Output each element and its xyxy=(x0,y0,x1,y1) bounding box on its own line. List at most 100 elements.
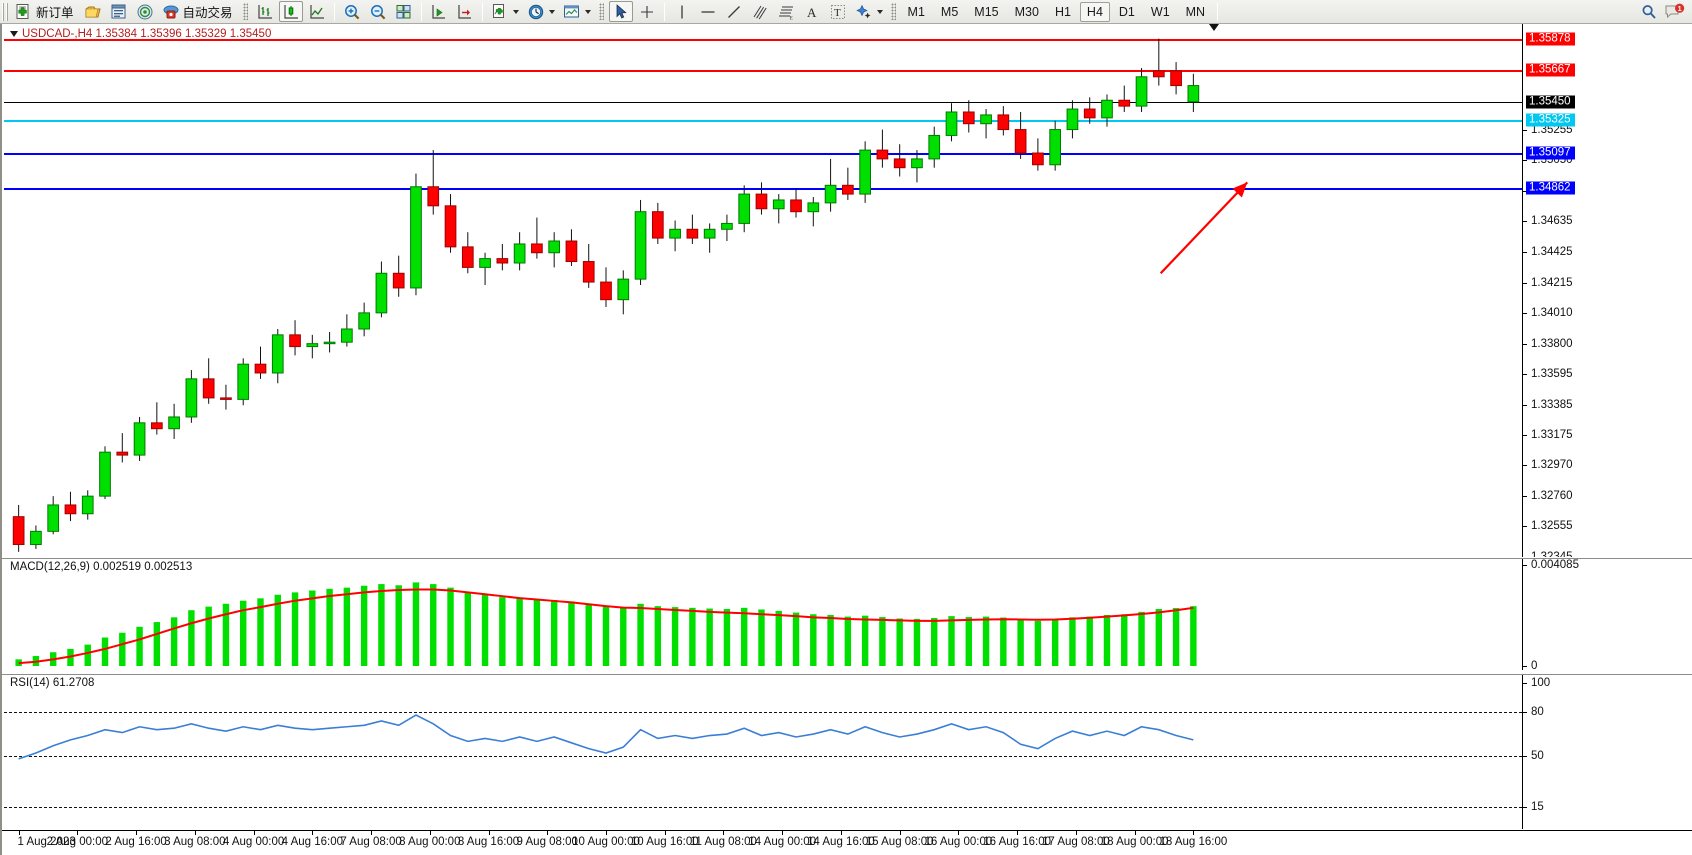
time-axis-label: 8 Aug 16:00 xyxy=(457,836,520,848)
rsi-pane[interactable]: RSI(14) 61.2708 100 80 50 15 xyxy=(2,674,1692,829)
toolbar-group-grip-2[interactable] xyxy=(598,3,604,20)
price-pane[interactable]: USDCAD-,H4 1.35384 1.35396 1.35329 1.354… xyxy=(2,24,1692,557)
auto-scroll-button[interactable] xyxy=(427,1,451,22)
toolbar-group-grip-3[interactable] xyxy=(890,3,896,20)
objects-button[interactable] xyxy=(852,1,886,22)
price-level-line[interactable] xyxy=(4,38,1522,41)
time-axis[interactable]: 1 Aug 2023 2 Aug 00:00 2 Aug 16:00 3 Aug 08… xyxy=(2,830,1692,855)
time-axis-label: 18 Aug 16:00 xyxy=(1159,836,1228,848)
symbol-info-text: USDCAD-,H4 1.35384 1.35396 1.35329 1.354… xyxy=(22,28,272,40)
chevron-down-icon[interactable] xyxy=(548,9,555,14)
price-level-line[interactable] xyxy=(4,187,1522,190)
cursor-button[interactable] xyxy=(608,1,633,22)
timeframe-m5[interactable]: M5 xyxy=(940,4,959,19)
chart-shift-button[interactable] xyxy=(453,1,477,22)
terminal-button[interactable] xyxy=(81,1,105,22)
time-axis-tick-mark xyxy=(782,831,784,835)
auto-trading-button[interactable]: 自动交易 xyxy=(159,1,238,22)
time-axis-tick-mark xyxy=(488,831,490,835)
text-label-button[interactable]: T xyxy=(826,1,850,22)
vertical-line-icon xyxy=(673,3,691,21)
timeframe-h1[interactable]: H1 xyxy=(1054,4,1071,19)
fibonacci-button[interactable]: E xyxy=(774,1,798,22)
templates-button[interactable] xyxy=(560,1,594,22)
candlestick-chart-button[interactable] xyxy=(278,1,303,22)
trendline-button[interactable] xyxy=(722,1,746,22)
tile-windows-button[interactable] xyxy=(392,1,416,22)
bullish-arrow[interactable] xyxy=(1159,181,1249,275)
price-level-line[interactable] xyxy=(4,153,1522,156)
svg-text:A: A xyxy=(807,5,817,20)
bar-chart-button[interactable] xyxy=(253,1,277,22)
candlestick-icon xyxy=(282,3,300,21)
time-axis-label: 4 Aug 16:00 xyxy=(281,836,344,848)
price-plot-area[interactable]: USDCAD-,H4 1.35384 1.35396 1.35329 1.354… xyxy=(4,24,1522,557)
zoom-out-button[interactable] xyxy=(366,1,390,22)
navigator-button[interactable] xyxy=(133,1,157,22)
vertical-line-button[interactable] xyxy=(670,1,694,22)
crosshair-button[interactable] xyxy=(635,1,659,22)
equidistant-channel-button[interactable] xyxy=(748,1,772,22)
price-level-label[interactable]: 1.35667 xyxy=(1526,63,1575,77)
time-axis-label: 16 Aug 16:00 xyxy=(983,836,1052,848)
timeframe-d1[interactable]: D1 xyxy=(1118,4,1135,19)
price-level-label[interactable]: 1.35097 xyxy=(1526,146,1575,160)
time-axis-tick-mark xyxy=(371,831,373,835)
price-level-line[interactable] xyxy=(4,120,1522,123)
chevron-down-icon[interactable] xyxy=(512,9,519,14)
time-axis-tick-mark xyxy=(899,831,901,835)
price-level-label[interactable]: 1.35878 xyxy=(1526,32,1575,46)
search-icon[interactable] xyxy=(1640,3,1658,21)
price-level-label[interactable]: 1.34862 xyxy=(1526,181,1575,195)
toolbar-separator-2 xyxy=(420,2,422,21)
toolbar-group-grip[interactable] xyxy=(242,3,248,20)
timeframe-w1[interactable]: W1 xyxy=(1150,4,1170,19)
chat-notification-icon[interactable]: 1 xyxy=(1664,3,1686,21)
chart-workspace[interactable]: USDCAD-,H4 1.35384 1.35396 1.35329 1.354… xyxy=(0,24,1692,855)
rsi-axis-tick: 50 xyxy=(1523,750,1544,762)
data-window-button[interactable] xyxy=(107,1,131,22)
line-chart-button[interactable] xyxy=(305,1,329,22)
line-chart-icon xyxy=(308,3,326,21)
collapse-triangle-icon[interactable] xyxy=(10,31,18,37)
timeframe-mn[interactable]: MN xyxy=(1185,4,1206,19)
price-axis[interactable]: 1.352551.350501.348401.346351.344251.342… xyxy=(1522,24,1692,557)
time-axis-label: 10 Aug 00:00 xyxy=(572,836,640,848)
price-level-line[interactable] xyxy=(4,69,1522,72)
price-level-label[interactable]: 1.35325 xyxy=(1526,113,1575,127)
indicators-button[interactable] xyxy=(488,1,522,22)
chevron-down-icon[interactable] xyxy=(584,9,591,14)
rsi-axis-tick: 80 xyxy=(1523,706,1544,718)
price-level-label[interactable]: 1.35450 xyxy=(1526,95,1575,109)
timeframe-m30[interactable]: M30 xyxy=(1014,4,1039,19)
chevron-down-icon[interactable] xyxy=(876,9,883,14)
navigator-icon xyxy=(136,3,154,21)
macd-pane[interactable]: MACD(12,26,9) 0.002519 0.002513 0.004085… xyxy=(2,558,1692,670)
timeframe-m1[interactable]: M1 xyxy=(907,4,925,19)
time-axis-tick-mark xyxy=(18,831,20,835)
timeframe-h4[interactable]: H4 xyxy=(1079,1,1110,22)
time-axis-tick-mark xyxy=(664,831,666,835)
text-button[interactable]: A xyxy=(800,1,824,22)
horizontal-line-button[interactable] xyxy=(696,1,720,22)
cursor-arrow-icon xyxy=(612,3,630,21)
toolbar-separator-5 xyxy=(1217,2,1219,21)
price-axis-tick: 1.33800 xyxy=(1523,338,1573,350)
time-axis-tick-mark xyxy=(194,831,196,835)
time-axis-tick-mark xyxy=(606,831,607,835)
macd-plot-area[interactable]: MACD(12,26,9) 0.002519 0.002513 xyxy=(4,559,1522,670)
price-axis-tick: 1.33175 xyxy=(1523,429,1573,441)
zoom-in-button[interactable] xyxy=(340,1,364,22)
objects-icon xyxy=(855,3,873,21)
timeframe-m15[interactable]: M15 xyxy=(974,4,999,19)
rsi-line xyxy=(18,714,1194,760)
toolbar-separator xyxy=(333,2,335,21)
rsi-plot-area[interactable]: RSI(14) 61.2708 xyxy=(4,675,1522,829)
price-axis-tick: 1.35255 xyxy=(1523,124,1573,136)
price-level-line[interactable] xyxy=(4,101,1522,103)
periods-button[interactable] xyxy=(524,1,558,22)
text-label-icon: T xyxy=(829,3,847,21)
toolbar-grip[interactable] xyxy=(2,2,8,21)
price-axis-tick: 1.32345 xyxy=(1523,551,1573,557)
new-order-button[interactable]: 新订单 xyxy=(12,1,79,22)
